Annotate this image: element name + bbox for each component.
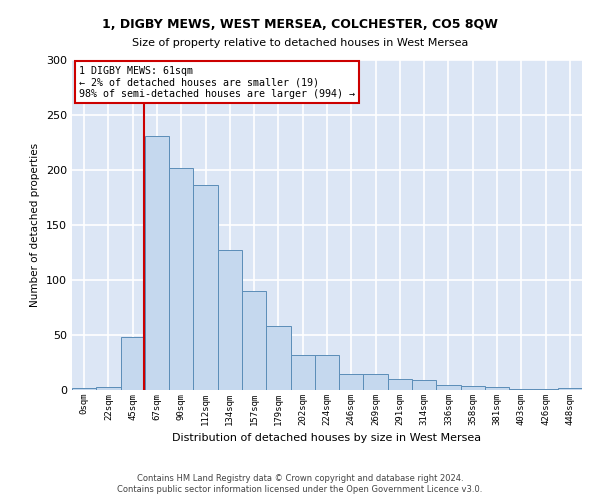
Bar (242, 291, 266, 390)
Bar (461, 386, 485, 390)
Text: 1 DIGBY MEWS: 61sqm
← 2% of detached houses are smaller (19)
98% of semi-detache: 1 DIGBY MEWS: 61sqm ← 2% of detached hou… (79, 66, 355, 98)
Bar (339, 374, 364, 390)
Text: Contains HM Land Registry data © Crown copyright and database right 2024.
Contai: Contains HM Land Registry data © Crown c… (118, 474, 482, 494)
Y-axis label: Number of detached properties: Number of detached properties (31, 143, 40, 307)
Bar (558, 388, 582, 390)
X-axis label: Distribution of detached houses by size in West Mersea: Distribution of detached houses by size … (172, 434, 482, 444)
Bar (218, 250, 242, 390)
Bar (436, 384, 461, 390)
Bar (412, 380, 436, 390)
Bar (388, 379, 412, 390)
Bar (485, 386, 509, 390)
Bar (145, 136, 169, 390)
Text: Size of property relative to detached houses in West Mersea: Size of property relative to detached ho… (132, 38, 468, 48)
Bar (533, 389, 558, 390)
Bar (96, 386, 121, 390)
Bar (193, 186, 218, 390)
Bar (266, 326, 290, 390)
Bar (169, 168, 193, 390)
Bar (364, 374, 388, 390)
Bar (290, 355, 315, 390)
Bar (121, 337, 145, 390)
Bar (72, 388, 96, 390)
Bar (509, 389, 533, 390)
Bar (315, 355, 339, 390)
Text: 1, DIGBY MEWS, WEST MERSEA, COLCHESTER, CO5 8QW: 1, DIGBY MEWS, WEST MERSEA, COLCHESTER, … (102, 18, 498, 30)
